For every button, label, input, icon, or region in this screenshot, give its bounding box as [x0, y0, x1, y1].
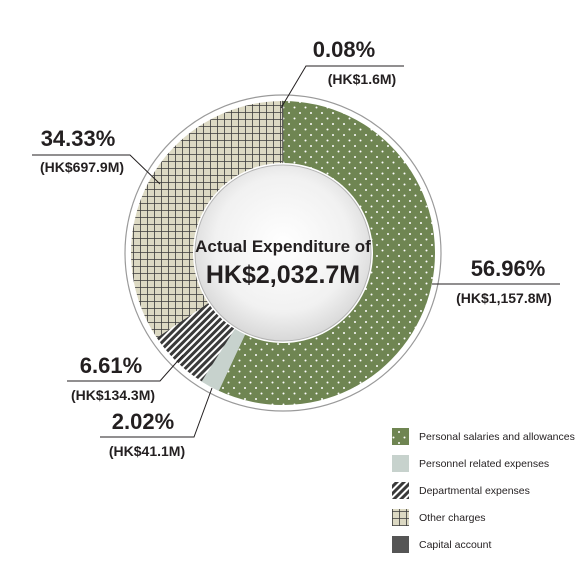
label-capital-amount: (HK$1.6M) [328, 71, 396, 87]
legend-swatch-personnel [392, 455, 409, 472]
leader-lines [32, 65, 560, 438]
slice-other-charges [131, 101, 283, 338]
legend-swatch-other [392, 509, 409, 526]
label-other-amount: (HK$697.9M) [40, 159, 124, 175]
leader-line-capital [280, 65, 404, 109]
legend-label-departmental: Departmental expenses [419, 485, 530, 497]
leader-line-departmental [67, 354, 184, 382]
legend-label-personal: Personal salaries and allowances [419, 431, 575, 443]
slice-personnel-related [201, 328, 246, 392]
legend-swatch-capital [392, 536, 409, 553]
legend-swatch-departmental [392, 482, 409, 499]
label-personnel-amount: (HK$41.1M) [109, 443, 185, 459]
slice-personal-salaries [218, 101, 436, 405]
outer-ring [124, 94, 442, 412]
label-personnel-percent: 2.02% [112, 409, 174, 434]
slice-departmental [156, 303, 235, 382]
center-label-total: HK$2,032.7M [206, 261, 360, 289]
legend-swatch-personal [392, 428, 409, 445]
leader-line-personnel [100, 387, 213, 438]
center-disc [194, 164, 372, 342]
legend-label-other: Other charges [419, 512, 486, 524]
label-departmental-amount: (HK$134.3M) [71, 387, 155, 403]
label-departmental-percent: 6.61% [80, 353, 142, 378]
legend-label-capital: Capital account [419, 539, 491, 551]
legend-label-personnel: Personnel related expenses [419, 458, 549, 470]
center-label-line1: Actual Expenditure of [195, 237, 371, 256]
label-capital-percent: 0.08% [313, 37, 375, 62]
label-other-percent: 34.33% [41, 126, 116, 151]
donut-slices [131, 100, 436, 405]
label-personal-amount: (HK$1,157.8M) [456, 290, 552, 306]
slice-capital-account [281, 100, 284, 164]
label-personal-percent: 56.96% [471, 256, 546, 281]
legend: Personal salaries and allowances Personn… [392, 428, 575, 553]
leader-line-other [32, 154, 161, 185]
